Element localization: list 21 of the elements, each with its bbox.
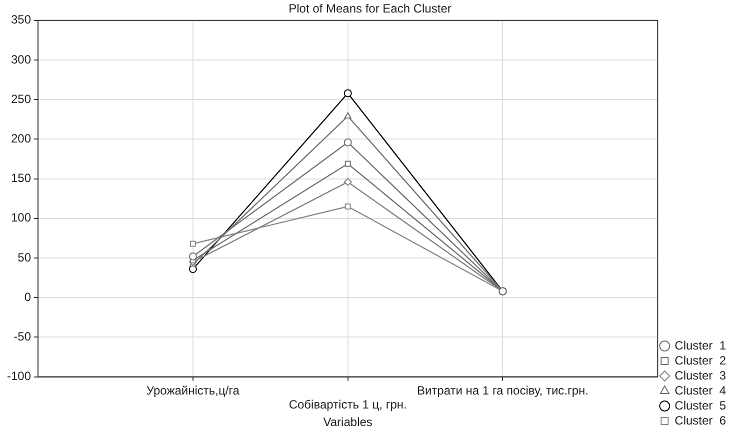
y-tick-label: 150	[10, 171, 32, 186]
y-tick-label: 350	[10, 12, 32, 27]
y-tick-label: -50	[14, 330, 32, 344]
legend-label: Cluster 6	[674, 413, 726, 428]
legend-label: Cluster 3	[674, 368, 726, 382]
y-tick-label: 0	[24, 290, 32, 304]
x-tick-label: Витрати на 1 га посіву, тис.грн.	[416, 383, 589, 398]
legend-label: Cluster 1	[674, 338, 726, 352]
y-tick-label: 250	[10, 92, 32, 106]
y-tick-label: -100	[6, 369, 32, 384]
y-tick-label: 200	[10, 132, 32, 146]
legend-label: Cluster 2	[674, 353, 726, 368]
x-tick-label: Собівартість 1 ц, грн.	[288, 398, 407, 412]
y-tick-label: 50	[18, 250, 32, 264]
legend-label: Cluster 5	[674, 398, 726, 412]
chart-title: Plot of Means for Each Cluster	[288, 2, 452, 16]
legend-label: Cluster 4	[674, 383, 726, 398]
y-tick-label: 300	[10, 52, 32, 66]
y-tick-label: 100	[10, 210, 32, 225]
x-tick-label: Урожайність,ц/га	[146, 383, 240, 398]
x-axis-title: Variables	[323, 415, 372, 430]
